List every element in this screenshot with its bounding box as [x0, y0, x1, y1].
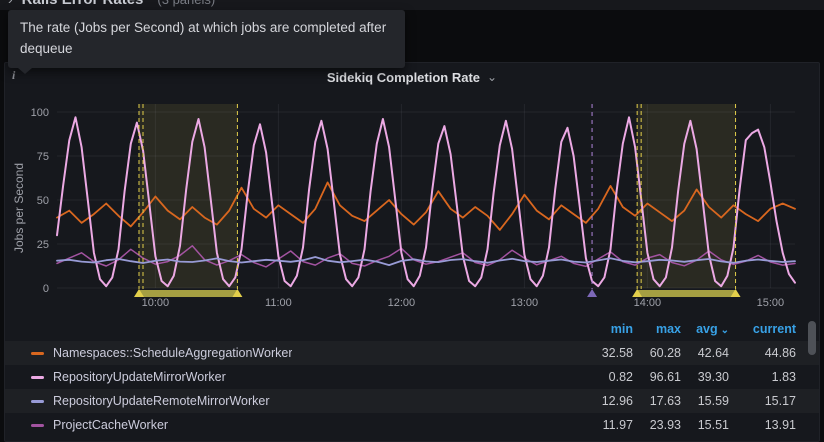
legend-column-max[interactable]: max [655, 322, 681, 336]
legend-value-max: 23.93 [649, 418, 681, 432]
legend-value-min: 32.58 [601, 346, 633, 360]
series-name[interactable]: RepositoryUpdateRemoteMirrorWorker [53, 394, 270, 408]
y-tick-label: 75 [37, 151, 49, 163]
legend-column-min[interactable]: min [610, 322, 633, 336]
annotation-marker-icon[interactable] [730, 289, 741, 297]
legend-value-current: 1.83 [771, 370, 796, 384]
legend-value-avg: 15.51 [697, 418, 729, 432]
time-series-chart[interactable]: 0 25 50 75 100 10:00 11:00 12:00 13:00 14:00 15:00 [5, 91, 820, 317]
legend-row: RepositoryUpdateRemoteMirrorWorker 12.96 1… [5, 389, 819, 413]
series-color-swatch-icon [31, 375, 44, 379]
legend-row: ProjectCacheWorker 11.97 23.93 15.51 13.91 [5, 413, 819, 437]
legend-column-avg[interactable]: avg ⌄ [696, 322, 729, 336]
series-line-ProjectCacheWorker[interactable] [56, 245, 796, 268]
legend-value-max: 17.63 [649, 394, 681, 408]
annotation-marker-icon[interactable] [587, 289, 598, 297]
row-panel-count: (3 panels) [157, 0, 215, 7]
series-name[interactable]: ProjectCacheWorker [53, 418, 169, 432]
x-tick-label: 14:00 [634, 297, 662, 309]
panel-menu-chevron-icon[interactable]: ⌄ [487, 70, 498, 84]
y-tick-label: 100 [31, 107, 49, 119]
x-tick-label: 13:00 [511, 297, 539, 309]
legend-row: RepositoryUpdateMirrorWorker 0.82 96.61 39.… [5, 365, 819, 389]
legend-row: Namespaces::ScheduleAggregationWorker 32.… [5, 341, 819, 365]
panel-header[interactable]: Sidekiq Completion Rate ⌄ [5, 63, 819, 91]
series-name[interactable]: Namespaces::ScheduleAggregationWorker [53, 346, 293, 360]
legend-value-avg: 42.64 [697, 346, 729, 360]
annotation-region-bar-1[interactable] [637, 290, 736, 297]
legend-value-current: 44.86 [764, 346, 796, 360]
sidekiq-completion-rate-panel: Sidekiq Completion Rate ⌄ i Jobs per Sec… [4, 62, 820, 442]
series-line-Namespaces::ScheduleAggregationWorker[interactable] [56, 181, 796, 231]
annotation-region-bar-0[interactable] [139, 290, 238, 297]
annotation-marker-icon[interactable] [632, 289, 643, 297]
x-tick-label: 15:00 [757, 297, 785, 309]
legend-value-max: 96.61 [649, 370, 681, 384]
legend-value-min: 11.97 [602, 418, 633, 432]
x-tick-label: 11:00 [265, 297, 292, 309]
y-tick-label: 50 [37, 195, 49, 207]
legend-value-current: 15.17 [764, 394, 796, 408]
series-line-RepositoryUpdateRemoteMirrorWorker[interactable] [56, 256, 796, 266]
series-color-swatch-icon [31, 399, 44, 403]
legend-value-avg: 15.59 [697, 394, 729, 408]
y-tick-label: 0 [43, 283, 49, 295]
annotation-marker-icon[interactable] [134, 289, 144, 297]
series-line-RepositoryUpdateMirrorWorker[interactable] [56, 116, 796, 288]
sort-caret-icon: ⌄ [720, 325, 729, 336]
row-title: Rails Error Rates [22, 0, 144, 8]
legend-header: min max avg ⌄ current [5, 317, 819, 341]
legend-value-min: 12.96 [601, 394, 633, 408]
legend-scrollbar[interactable] [808, 321, 816, 355]
panel-title: Sidekiq Completion Rate [326, 69, 481, 85]
series-color-swatch-icon [31, 351, 44, 355]
legend-value-max: 60.28 [649, 346, 681, 360]
legend-column-current[interactable]: current [752, 322, 796, 336]
tooltip-text: The rate (Jobs per Second) at which jobs… [20, 20, 387, 56]
panel-description-tooltip: The rate (Jobs per Second) at which jobs… [8, 10, 405, 74]
x-tick-label: 10:00 [142, 297, 170, 309]
y-tick-label: 25 [37, 239, 49, 251]
tooltip-caret [18, 67, 32, 74]
dashboard-row-header[interactable]: › Rails Error Rates (3 panels) [0, 0, 824, 10]
row-collapse-chevron-icon: › [8, 0, 13, 7]
legend-value-min: 0.82 [608, 370, 633, 384]
series-color-swatch-icon [31, 423, 44, 427]
panel-info-icon[interactable]: i [12, 68, 16, 82]
x-tick-label: 12:00 [388, 297, 416, 309]
legend-value-avg: 39.30 [697, 370, 729, 384]
legend-value-current: 13.91 [764, 418, 796, 432]
series-name[interactable]: RepositoryUpdateMirrorWorker [53, 370, 226, 384]
annotation-marker-icon[interactable] [232, 289, 243, 297]
